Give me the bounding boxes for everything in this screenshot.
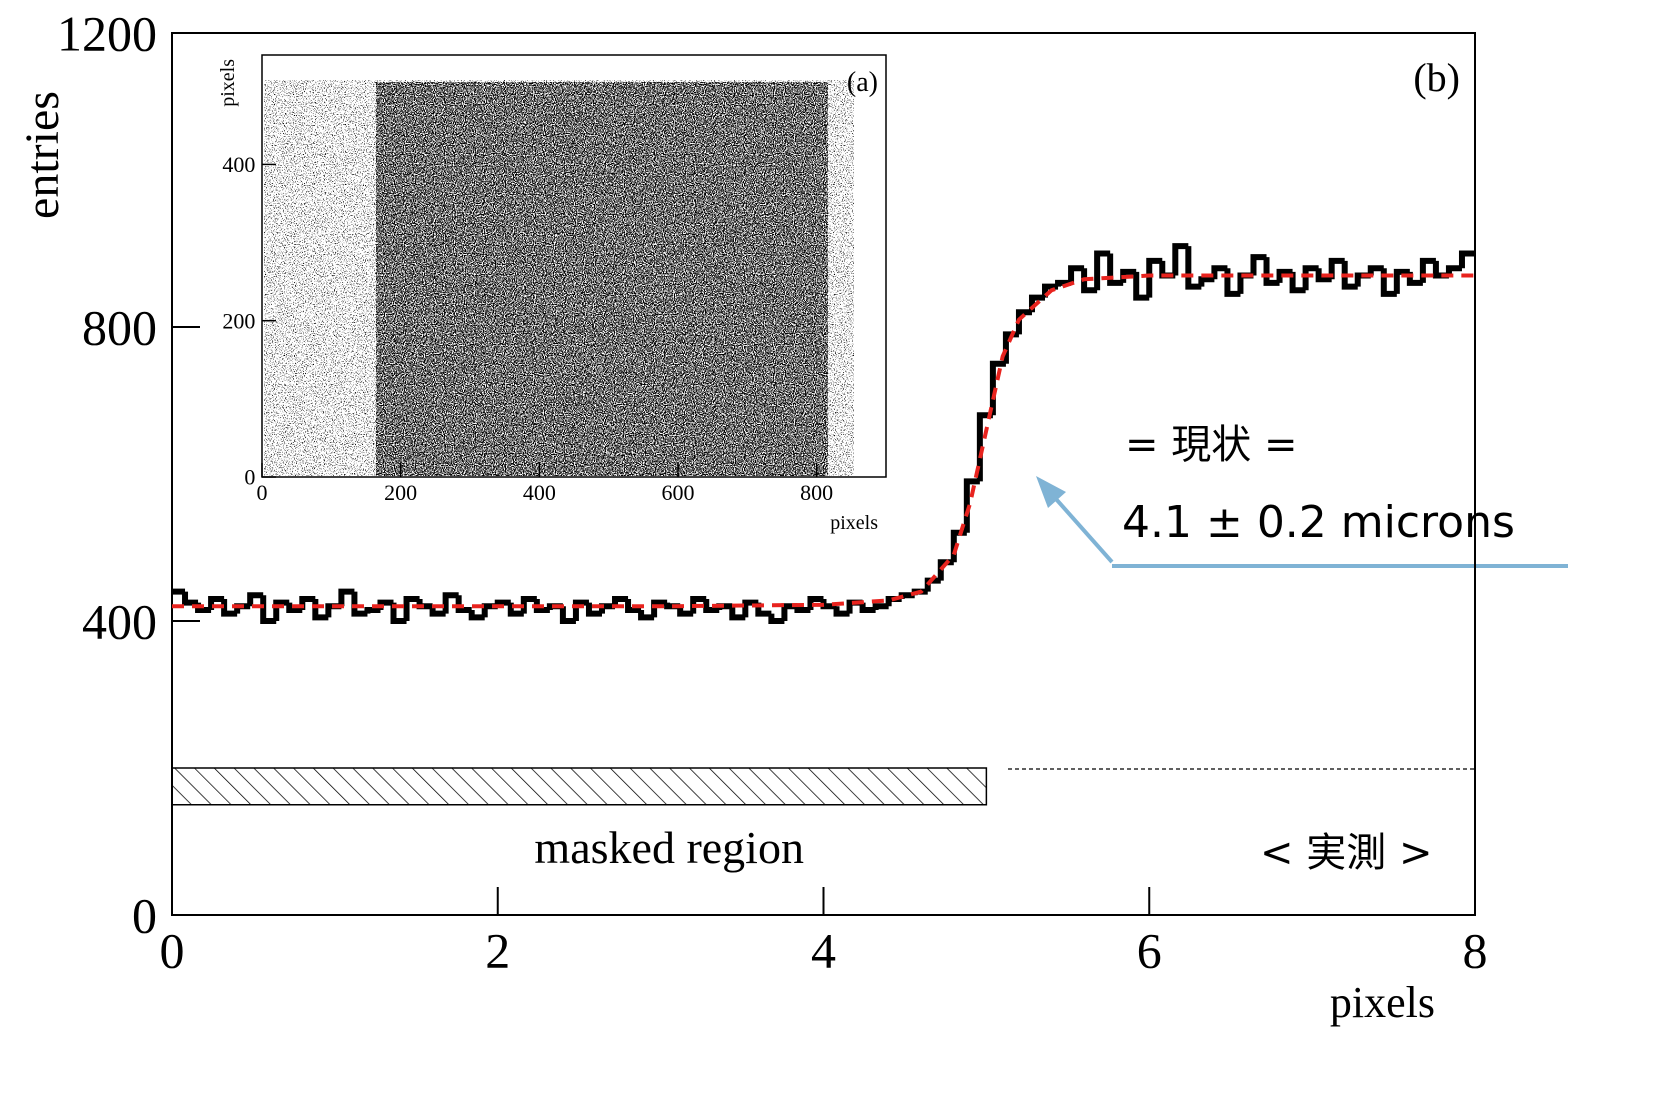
chart: = 現状 = 4.1 ± 0.2 microns < 実測 > 0 2 4 6 8 0 40… (0, 0, 1668, 1097)
y-tick-label: 0 (132, 888, 157, 944)
x-tick-label: 4 (811, 923, 836, 979)
histogram-bin (185, 592, 198, 603)
y-axis-label: entries (16, 91, 69, 219)
x-tick-label: 800 (800, 480, 833, 505)
panel-label: (b) (1413, 55, 1460, 100)
histogram-bin (367, 610, 380, 614)
histogram-bin (1462, 254, 1475, 269)
x-tick-label: 0 (257, 480, 268, 505)
histogram-bin (1240, 276, 1253, 294)
x-axis-label: pixels (1330, 978, 1435, 1027)
histogram-bin (1201, 279, 1214, 286)
annotation: 4.1 ± 0.2 microns (1122, 497, 1515, 548)
y-tick-label: 200 (222, 308, 255, 333)
y-tick-label: 1200 (57, 6, 157, 62)
annotation: < 実測 > (1260, 830, 1432, 876)
masked-label: masked region (534, 822, 804, 873)
x-tick-label: 400 (523, 480, 556, 505)
panel-label: (a) (847, 67, 878, 98)
x-axis-label: pixels (830, 512, 878, 534)
x-tick-label: 0 (160, 923, 185, 979)
histogram-bin (876, 606, 889, 610)
y-axis-label: pixels (217, 59, 239, 107)
x-tick-label: 8 (1463, 923, 1488, 979)
x-tick-label: 6 (1137, 923, 1162, 979)
x-tick-label: 2 (485, 923, 510, 979)
y-tick-label: 400 (222, 152, 255, 177)
inset-image (264, 80, 854, 476)
x-tick-label: 600 (662, 480, 695, 505)
annotation: = 現状 = (1125, 422, 1297, 468)
y-tick-label: 400 (82, 594, 157, 650)
x-tick-label: 200 (384, 480, 417, 505)
masked-region (172, 768, 986, 805)
y-tick-label: 0 (244, 465, 255, 490)
y-tick-label: 800 (82, 300, 157, 356)
